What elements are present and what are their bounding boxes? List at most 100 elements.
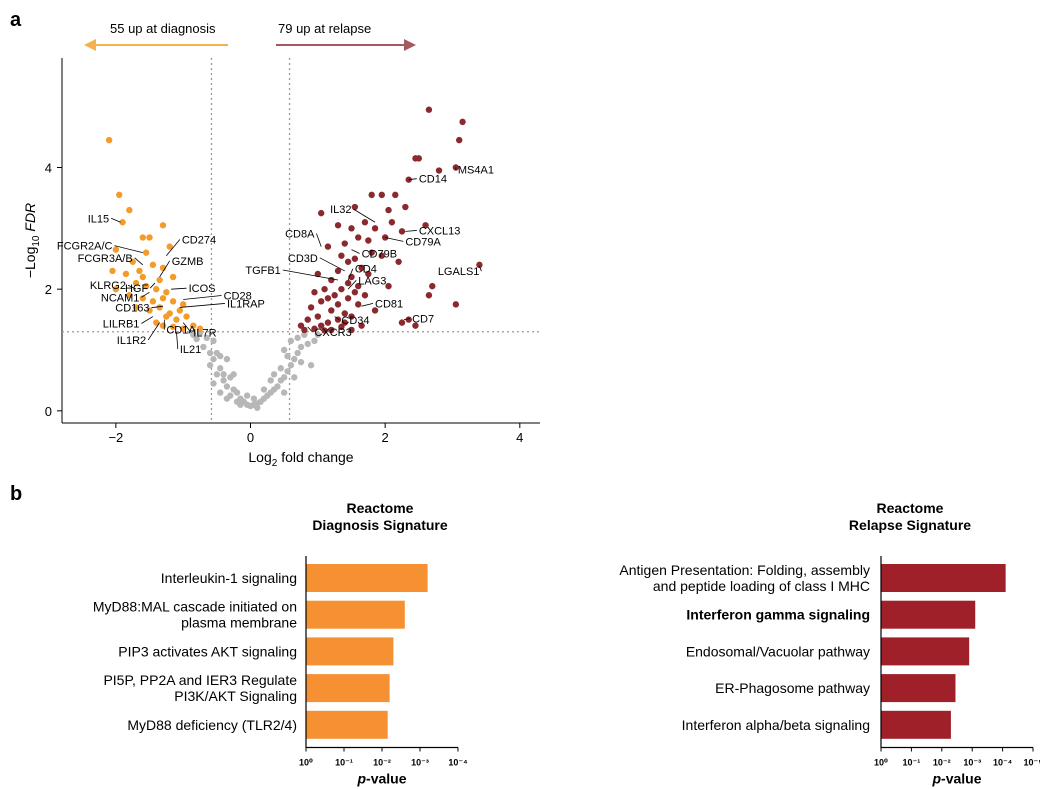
point-up-at-diagnosis — [132, 304, 140, 311]
bar-category-label: PI5P, PP2A and IER3 Regulate — [103, 672, 297, 688]
panel-label-a: a — [10, 9, 22, 31]
gene-label: FCGR2A/C — [57, 241, 113, 253]
point-up-at-relapse — [435, 167, 443, 174]
point-up-at-relapse — [311, 289, 318, 296]
point-up-at-relapse — [361, 219, 369, 226]
bar — [881, 564, 1006, 592]
gene-label: CD4 — [355, 264, 377, 276]
point-up-at-relapse — [385, 206, 392, 214]
point-up-at-diagnosis — [105, 136, 113, 144]
bar-x-tick-label: 10⁻⁴ — [993, 758, 1012, 768]
bar-category-label: MyD88 deficiency (TLR2/4) — [127, 717, 297, 733]
bar-x-tick-label: 10⁻⁵ — [1024, 758, 1040, 768]
gene-label-leader — [166, 239, 181, 256]
point-up-at-relapse — [385, 282, 392, 290]
gene-label-leader — [176, 331, 179, 350]
gene-label-leader — [403, 318, 411, 320]
point-up-at-relapse — [301, 326, 308, 334]
point-up-at-relapse — [422, 222, 429, 229]
point-up-at-relapse — [378, 191, 385, 199]
y-tick-label: 0 — [45, 404, 52, 419]
gene-label-leader — [347, 268, 354, 281]
point-up-at-relapse — [338, 323, 345, 331]
point-up-at-relapse — [348, 313, 355, 320]
x-axis-title: Log2 fold change — [248, 449, 353, 469]
bar-x-tick-label: 10⁰ — [299, 758, 313, 768]
point-up-at-relapse — [344, 279, 352, 287]
gene-label-leader — [408, 178, 417, 181]
point-up-at-relapse — [459, 118, 466, 126]
point-up-at-relapse — [311, 325, 318, 332]
point-not-significant — [307, 362, 315, 369]
gene-label: NCAM1 — [101, 292, 140, 304]
point-up-at-diagnosis — [149, 298, 157, 305]
point-not-significant — [210, 380, 217, 387]
gene-label-leader — [159, 260, 171, 278]
point-not-significant — [291, 355, 298, 363]
point-up-at-relapse — [331, 292, 338, 299]
point-up-at-relapse — [365, 237, 372, 244]
gene-label: CD79A — [405, 236, 441, 248]
point-not-significant — [280, 346, 288, 354]
point-up-at-relapse — [368, 249, 375, 256]
point-up-at-diagnosis — [109, 267, 116, 275]
bar-category-label: Interferon gamma signaling — [686, 607, 870, 623]
bar — [306, 710, 388, 739]
point-not-significant — [270, 371, 278, 378]
point-not-significant — [220, 377, 227, 384]
point-not-significant — [280, 374, 288, 381]
bar — [306, 600, 405, 629]
point-up-at-relapse — [314, 313, 322, 320]
point-up-at-diagnosis — [122, 270, 130, 278]
point-up-at-relapse — [425, 292, 433, 299]
point-not-significant — [297, 358, 305, 366]
point-up-at-diagnosis — [153, 319, 160, 326]
point-up-at-relapse — [365, 270, 372, 278]
bar-category-label: ER-Phagosome pathway — [715, 680, 870, 696]
point-up-at-relapse — [392, 191, 399, 199]
point-up-at-diagnosis — [139, 295, 146, 302]
point-not-significant — [280, 389, 288, 396]
point-not-significant — [301, 331, 308, 338]
point-up-at-relapse — [402, 203, 409, 211]
point-not-significant — [274, 383, 281, 390]
point-up-at-relapse — [361, 292, 369, 299]
point-not-significant — [287, 337, 295, 345]
gene-label-leader — [353, 208, 376, 223]
gene-label-leader — [171, 287, 187, 290]
gene-label-leader — [141, 316, 154, 324]
point-up-at-relapse — [324, 243, 332, 250]
point-up-at-relapse — [338, 285, 345, 293]
point-up-at-relapse — [304, 316, 311, 323]
point-up-at-relapse — [351, 255, 359, 262]
point-not-significant — [294, 349, 301, 357]
gene-label: FCGR3A/B — [78, 253, 133, 265]
point-up-at-relapse — [334, 267, 342, 275]
bar-category-label: plasma membrane — [181, 615, 297, 631]
point-up-at-diagnosis — [156, 276, 163, 284]
bar-x-tick-label: 10⁻³ — [411, 758, 429, 768]
point-not-significant — [220, 371, 227, 378]
point-up-at-relapse — [452, 301, 460, 308]
bar-category-label: PI3K/AKT Signaling — [174, 688, 297, 704]
gene-label-leader — [282, 269, 339, 281]
point-not-significant — [237, 401, 244, 408]
bar-category-label: Interferon alpha/beta signaling — [682, 717, 870, 733]
point-not-significant — [294, 334, 301, 342]
point-not-significant — [210, 337, 217, 345]
point-up-at-diagnosis — [132, 279, 140, 287]
point-not-significant — [210, 355, 217, 363]
point-not-significant — [217, 389, 224, 396]
point-not-significant — [277, 365, 285, 372]
point-not-significant — [206, 349, 214, 357]
bar — [881, 674, 956, 703]
point-up-at-diagnosis — [163, 313, 170, 320]
point-not-significant — [243, 392, 251, 399]
point-not-significant — [190, 331, 197, 338]
gene-label: CD79B — [362, 249, 397, 261]
point-not-significant — [260, 386, 268, 393]
point-not-significant — [291, 374, 298, 381]
point-not-significant — [217, 365, 224, 372]
point-up-at-relapse — [317, 209, 325, 217]
point-up-at-relapse — [371, 225, 379, 232]
